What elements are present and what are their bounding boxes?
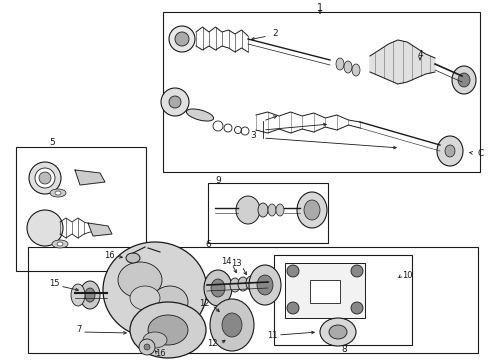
Text: C: C bbox=[478, 149, 484, 158]
Ellipse shape bbox=[445, 145, 455, 157]
Ellipse shape bbox=[103, 242, 207, 338]
Ellipse shape bbox=[52, 240, 68, 248]
Text: 12: 12 bbox=[207, 339, 218, 348]
Ellipse shape bbox=[50, 189, 66, 197]
Text: 13: 13 bbox=[231, 260, 242, 269]
Ellipse shape bbox=[85, 288, 95, 302]
Ellipse shape bbox=[80, 281, 100, 309]
Text: 3: 3 bbox=[250, 131, 256, 140]
Ellipse shape bbox=[27, 210, 63, 246]
Ellipse shape bbox=[204, 270, 232, 306]
Bar bbox=[163, 12, 480, 172]
Ellipse shape bbox=[236, 196, 260, 224]
Bar bbox=[285, 263, 365, 318]
Bar bbox=[310, 280, 340, 303]
Ellipse shape bbox=[320, 318, 356, 346]
Ellipse shape bbox=[29, 162, 61, 194]
Polygon shape bbox=[88, 223, 112, 236]
Ellipse shape bbox=[437, 136, 463, 166]
Bar bbox=[208, 183, 328, 243]
Text: 11: 11 bbox=[268, 330, 278, 339]
Ellipse shape bbox=[57, 242, 63, 246]
Text: 4: 4 bbox=[417, 50, 423, 59]
Ellipse shape bbox=[55, 191, 61, 195]
Ellipse shape bbox=[329, 325, 347, 339]
Text: 14: 14 bbox=[221, 257, 232, 266]
Ellipse shape bbox=[276, 204, 284, 216]
Circle shape bbox=[287, 302, 299, 314]
Ellipse shape bbox=[268, 204, 276, 216]
Ellipse shape bbox=[344, 61, 352, 73]
Ellipse shape bbox=[139, 339, 155, 355]
Bar bbox=[28, 247, 478, 353]
Polygon shape bbox=[370, 40, 435, 84]
Bar bbox=[274, 255, 412, 345]
Ellipse shape bbox=[161, 88, 189, 116]
Ellipse shape bbox=[452, 66, 476, 94]
Circle shape bbox=[351, 302, 363, 314]
Ellipse shape bbox=[35, 168, 55, 188]
Ellipse shape bbox=[249, 265, 281, 305]
Text: 2: 2 bbox=[272, 28, 278, 37]
Ellipse shape bbox=[130, 286, 160, 310]
Ellipse shape bbox=[143, 332, 167, 348]
Ellipse shape bbox=[118, 262, 162, 298]
Ellipse shape bbox=[210, 299, 254, 351]
Ellipse shape bbox=[130, 302, 206, 358]
Ellipse shape bbox=[230, 278, 240, 292]
Ellipse shape bbox=[257, 275, 273, 295]
Text: 5: 5 bbox=[49, 138, 55, 147]
Circle shape bbox=[287, 265, 299, 277]
Ellipse shape bbox=[144, 344, 150, 350]
Text: 9: 9 bbox=[215, 176, 221, 185]
Ellipse shape bbox=[352, 64, 360, 76]
Text: 12: 12 bbox=[199, 298, 210, 307]
Ellipse shape bbox=[169, 26, 195, 52]
Text: 8: 8 bbox=[341, 346, 347, 355]
Bar bbox=[16, 147, 146, 271]
Ellipse shape bbox=[175, 32, 189, 46]
Ellipse shape bbox=[246, 276, 256, 290]
Ellipse shape bbox=[258, 203, 268, 217]
Ellipse shape bbox=[304, 200, 320, 220]
Ellipse shape bbox=[211, 279, 225, 297]
Ellipse shape bbox=[297, 192, 327, 228]
Ellipse shape bbox=[169, 96, 181, 108]
Ellipse shape bbox=[39, 172, 51, 184]
Ellipse shape bbox=[458, 73, 470, 87]
Circle shape bbox=[351, 265, 363, 277]
Polygon shape bbox=[75, 170, 105, 185]
Ellipse shape bbox=[152, 286, 188, 318]
Text: 7: 7 bbox=[76, 325, 82, 334]
Ellipse shape bbox=[148, 315, 188, 345]
Ellipse shape bbox=[238, 277, 248, 291]
Ellipse shape bbox=[222, 313, 242, 337]
Text: 16: 16 bbox=[104, 252, 115, 261]
Text: 15: 15 bbox=[49, 279, 60, 288]
Ellipse shape bbox=[126, 253, 140, 263]
Text: 10: 10 bbox=[402, 270, 413, 279]
Ellipse shape bbox=[336, 58, 344, 70]
Ellipse shape bbox=[186, 109, 214, 121]
Text: 6: 6 bbox=[205, 239, 211, 248]
Text: 1: 1 bbox=[317, 3, 323, 13]
Ellipse shape bbox=[71, 284, 85, 306]
Text: 16: 16 bbox=[155, 350, 166, 359]
